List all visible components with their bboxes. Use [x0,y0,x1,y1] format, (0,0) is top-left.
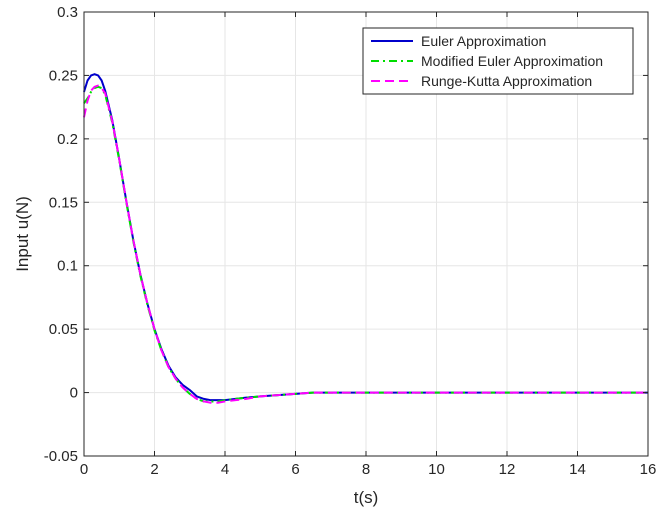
x-axis-label: t(s) [354,488,379,507]
y-tick-label: 0.1 [57,258,78,275]
y-tick-label: -0.05 [44,448,78,465]
x-tick-label: 0 [80,461,88,478]
x-tick-label: 4 [221,461,229,478]
series-line-3 [83,84,648,404]
y-tick-label: 0.3 [57,4,78,21]
x-tick-label: 14 [569,461,586,478]
x-tick-label: 6 [291,461,299,478]
legend: Euler Approximation Modified Euler Approx… [362,27,634,95]
y-tick-label: 0.2 [57,131,78,148]
x-tick-label: 12 [499,461,516,478]
x-tick-label: 16 [640,461,657,478]
x-tick-label: 8 [362,461,370,478]
y-axis-label: Input u(N) [13,196,32,272]
legend-label-2: Modified Euler Approximation [421,53,603,69]
y-tick-label: 0 [70,385,78,402]
y-tick-label: 0.25 [49,67,78,84]
legend-label-3: Runge-Kutta Approximation [421,73,592,89]
x-tick-label: 10 [428,461,445,478]
y-tick-label: 0.05 [49,321,78,338]
x-tick-label: 2 [150,461,158,478]
series-lines [83,73,648,404]
legend-label-1: Euler Approximation [421,33,546,49]
y-tick-label: 0.15 [49,194,78,211]
